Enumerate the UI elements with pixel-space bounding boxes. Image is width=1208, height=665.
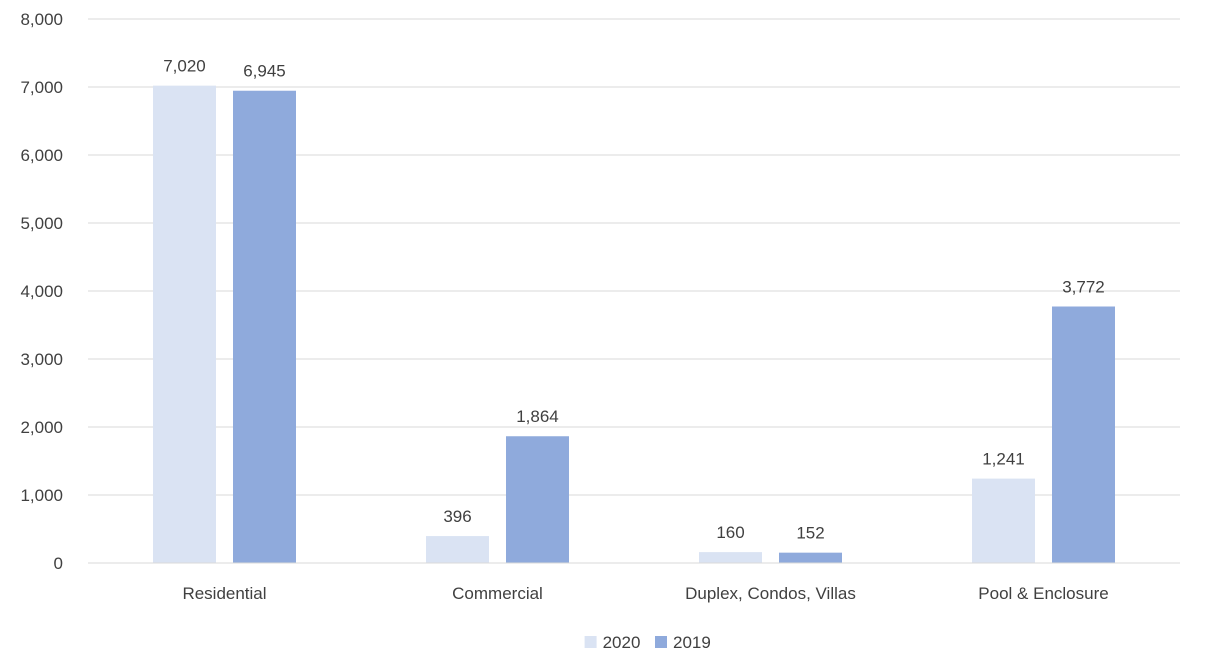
y-tick-label: 4,000: [20, 282, 63, 301]
data-label: 1,864: [516, 407, 559, 426]
category-labels: Residential Commercial Duplex, Condos, Vil…: [182, 584, 1108, 603]
data-labels: 7,020 6,945 396 1,864 160 152 1,241 3,772: [163, 57, 1105, 543]
legend: 2020 2019: [584, 633, 711, 652]
category-label: Commercial: [452, 584, 543, 603]
category-label: Duplex, Condos, Villas: [685, 584, 856, 603]
y-tick-label: 0: [54, 554, 63, 573]
bar-2019-2: [779, 552, 842, 563]
bar-2019-1: [506, 436, 569, 563]
bar-2020-3: [972, 478, 1035, 563]
y-tick-label: 2,000: [20, 418, 63, 437]
bars: [153, 85, 1115, 564]
y-axis-tick-labels: 0 1,000 2,000 3,000 4,000 5,000 6,000 7,000 8,00…: [20, 10, 63, 573]
y-tick-label: 5,000: [20, 214, 63, 233]
category-label: Residential: [182, 584, 266, 603]
bar-2019-3: [1052, 306, 1115, 563]
legend-label: 2019: [673, 633, 711, 652]
data-label: 3,772: [1062, 278, 1105, 297]
y-tick-label: 8,000: [20, 10, 63, 29]
y-tick-label: 7,000: [20, 78, 63, 97]
legend-swatch-2020: [584, 636, 597, 648]
data-label: 1,241: [982, 450, 1025, 469]
data-label: 160: [716, 523, 744, 542]
legend-swatch-2019: [655, 636, 667, 648]
y-tick-label: 6,000: [20, 146, 63, 165]
data-label: 152: [796, 524, 824, 543]
y-tick-label: 3,000: [20, 350, 63, 369]
data-label: 6,945: [243, 62, 286, 81]
bar-2020-2: [699, 552, 762, 563]
bar-2020-0: [153, 85, 216, 563]
data-label: 7,020: [163, 57, 206, 76]
y-tick-label: 1,000: [20, 486, 63, 505]
data-label: 396: [443, 507, 471, 526]
bar-2019-0: [233, 90, 296, 564]
bar-2020-1: [426, 536, 489, 563]
category-label: Pool & Enclosure: [978, 584, 1108, 603]
legend-label: 2020: [603, 633, 641, 652]
